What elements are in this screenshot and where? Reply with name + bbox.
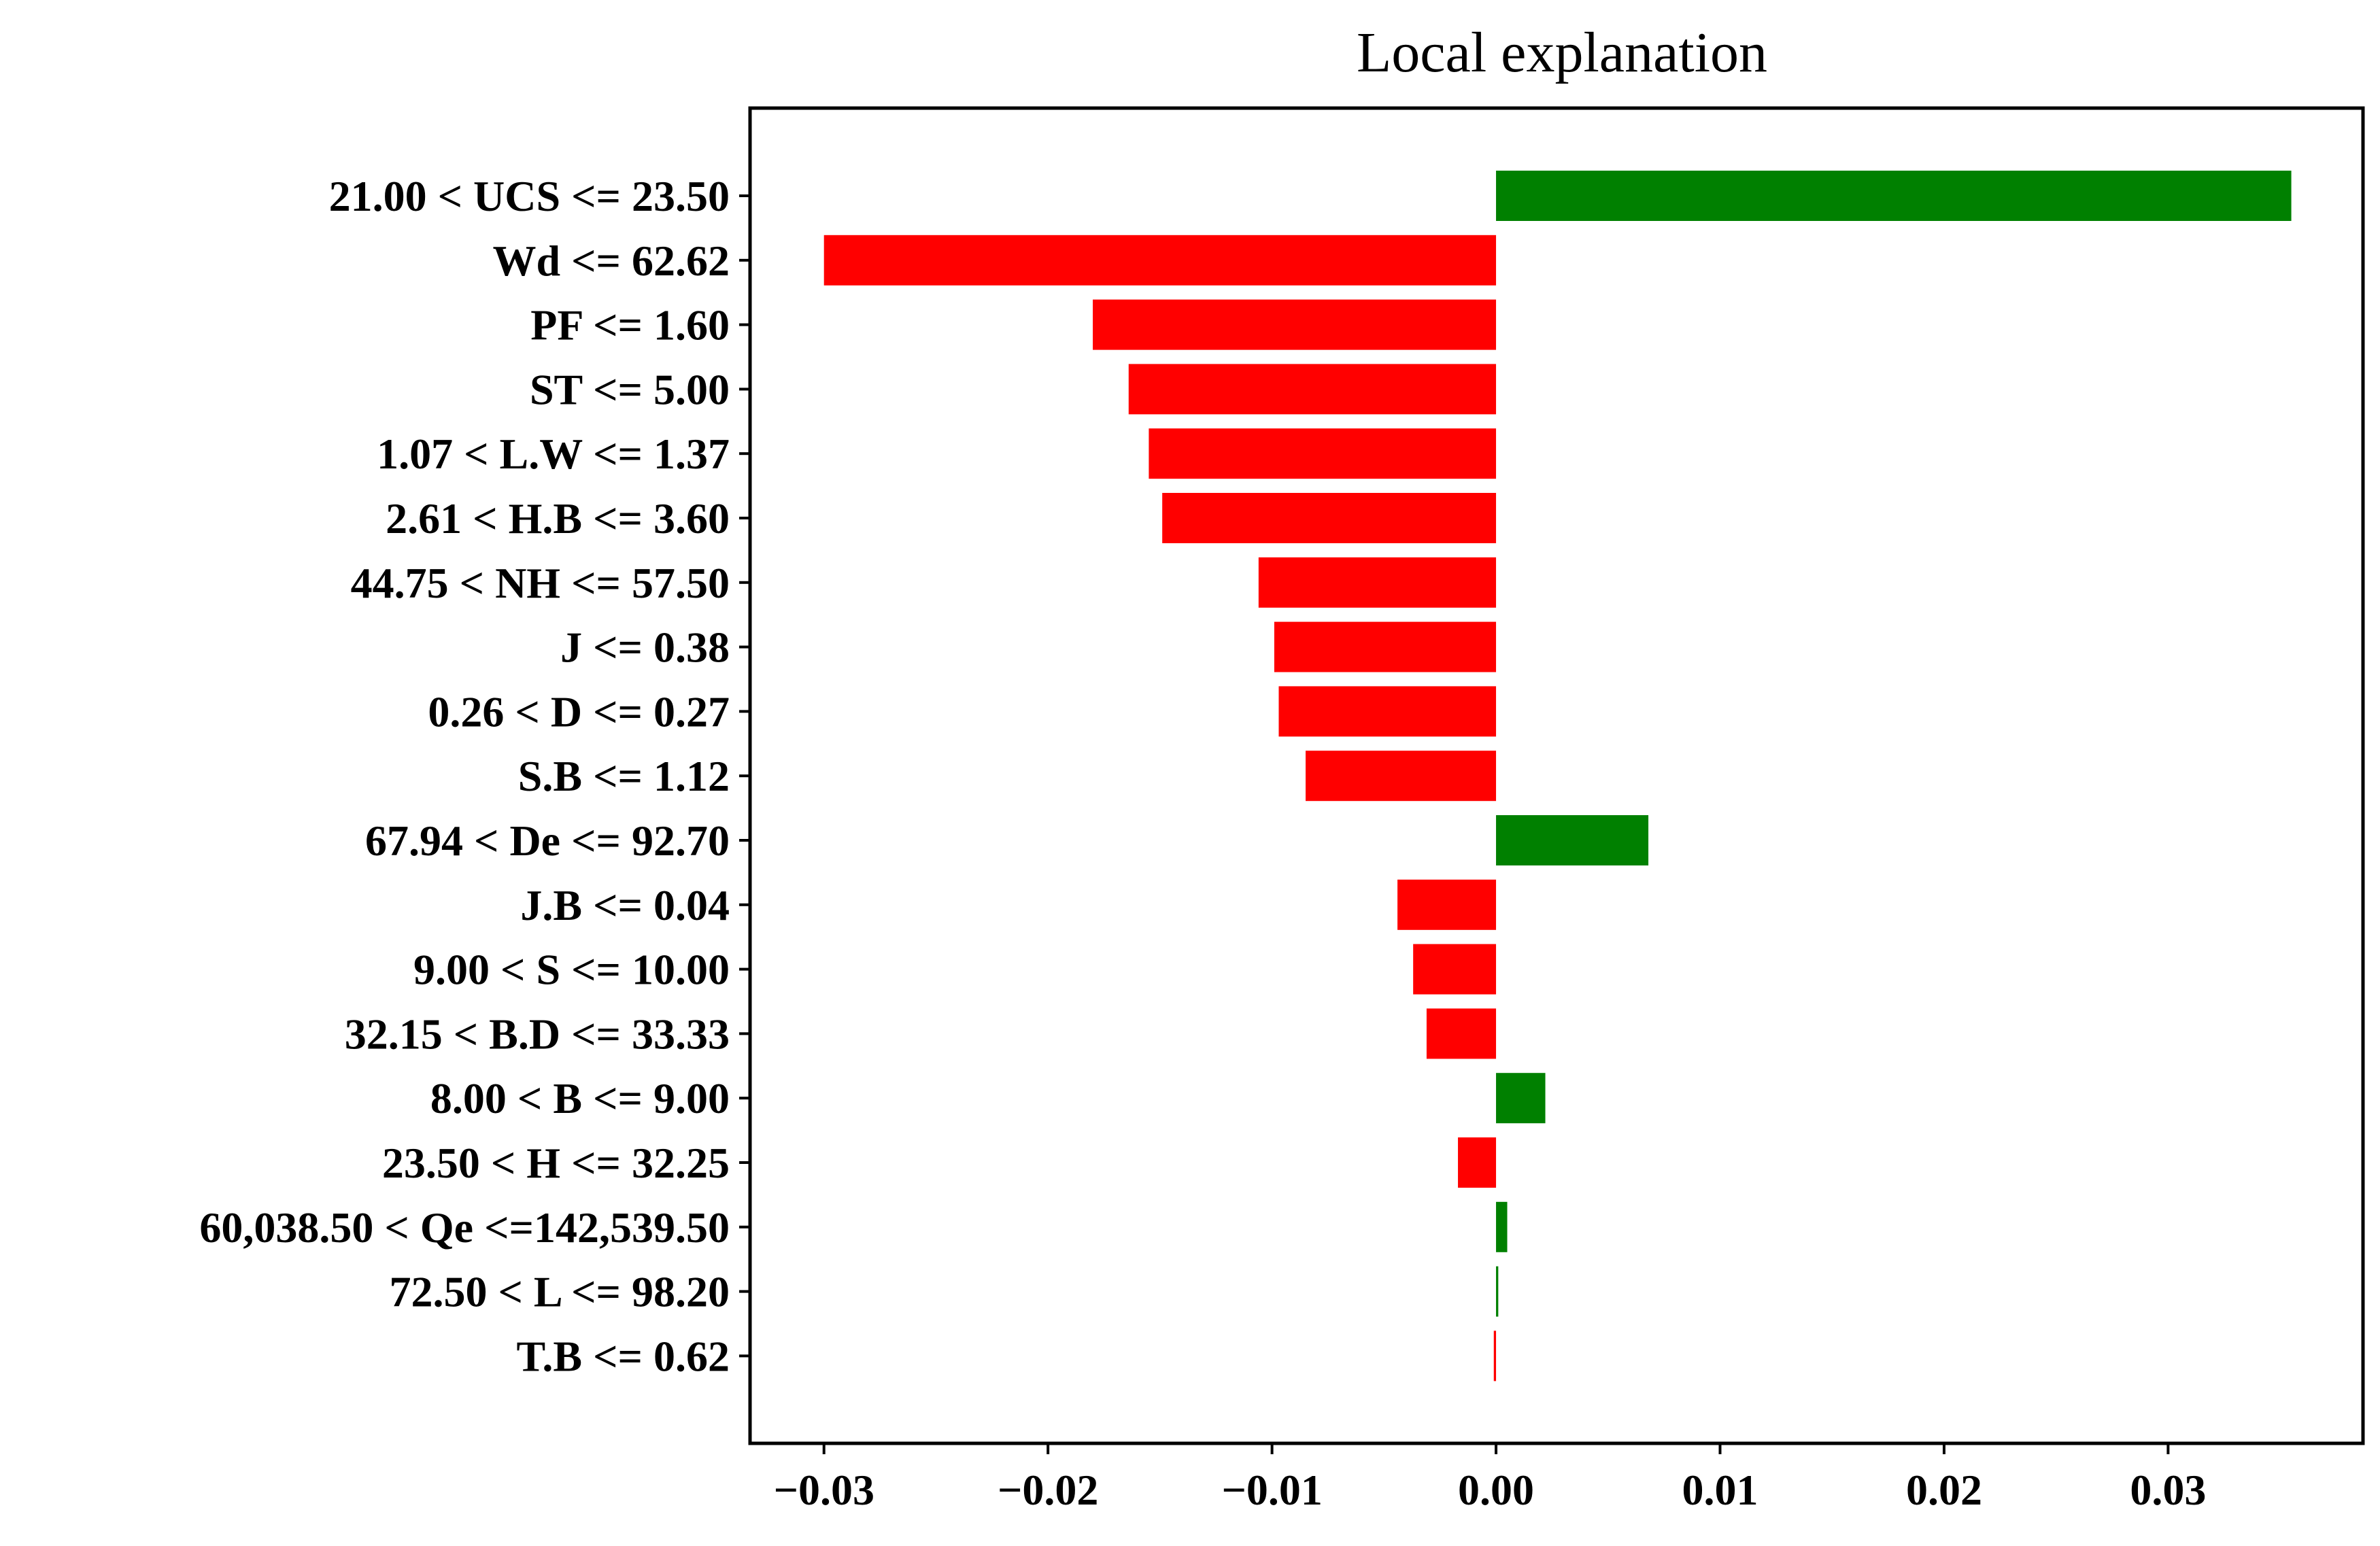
bar-0: [1496, 171, 2292, 221]
bar-5: [1162, 493, 1497, 543]
y-tick-label: 1.07 < L.W <= 1.37: [377, 430, 730, 478]
bar-9: [1306, 751, 1497, 802]
y-tick-label: J.B <= 0.04: [520, 881, 730, 929]
bar-1: [823, 235, 1497, 286]
bar-8: [1278, 686, 1497, 737]
y-tick-label: 60,038.50 < Qe <=142,539.50: [199, 1203, 730, 1252]
bar-2: [1093, 299, 1497, 350]
y-tick-label: 67.94 < De <= 92.70: [365, 817, 730, 865]
bar-14: [1496, 1073, 1546, 1124]
x-tick-label: −0.01: [1221, 1466, 1322, 1514]
x-tick-label: 0.02: [1906, 1466, 1982, 1514]
chart-title: Local explanation: [1357, 21, 1767, 84]
bar-11: [1397, 879, 1497, 930]
bars-group: [823, 171, 2292, 1381]
y-tick-label: 23.50 < H <= 32.25: [382, 1139, 730, 1187]
bar-10: [1496, 815, 1649, 865]
y-tick-label: T.B <= 0.62: [516, 1332, 730, 1380]
plot-frame: [748, 106, 2365, 1445]
x-tick-label: −0.03: [773, 1466, 874, 1514]
bar-18: [1493, 1330, 1497, 1381]
y-tick-label: 2.61 < H.B <= 3.60: [386, 494, 730, 543]
y-tick-label: PF <= 1.60: [530, 301, 730, 349]
bar-17: [1496, 1266, 1499, 1317]
bar-16: [1496, 1201, 1508, 1252]
x-tick-label: 0.01: [1682, 1466, 1758, 1514]
x-tick-label: −0.02: [998, 1466, 1098, 1514]
bar-6: [1258, 557, 1497, 608]
y-tick-label: 9.00 < S <= 10.00: [413, 946, 730, 994]
x-tick-label: 0.00: [1458, 1466, 1534, 1514]
y-tick-label: 8.00 < B <= 9.00: [430, 1074, 730, 1122]
x-tick-label: 0.03: [2130, 1466, 2206, 1514]
y-tick-label: J <= 0.38: [560, 623, 730, 672]
y-axis-ticks: 21.00 < UCS <= 23.50 Wd <= 62.62 PF <= 1.6…: [199, 172, 750, 1380]
bar-4: [1149, 428, 1497, 479]
y-tick-label: 32.15 < B.D <= 33.33: [345, 1010, 730, 1058]
y-tick-label: ST <= 5.00: [530, 365, 730, 413]
x-axis-ticks: −0.03 −0.02 −0.01 0.00 0.01 0.02 0.03: [773, 1443, 2206, 1514]
bar-3: [1128, 364, 1497, 415]
bar-15: [1458, 1137, 1497, 1188]
y-tick-label: 0.26 < D <= 0.27: [428, 687, 730, 736]
y-tick-label: 21.00 < UCS <= 23.50: [329, 172, 730, 220]
bar-7: [1274, 621, 1497, 672]
bar-12: [1413, 944, 1497, 995]
bar-13: [1426, 1008, 1497, 1059]
y-tick-label: Wd <= 62.62: [492, 237, 730, 285]
y-tick-label: S.B <= 1.12: [518, 752, 730, 800]
y-tick-label: 44.75 < NH <= 57.50: [351, 559, 730, 607]
y-tick-label: 72.50 < L <= 98.20: [389, 1268, 730, 1316]
